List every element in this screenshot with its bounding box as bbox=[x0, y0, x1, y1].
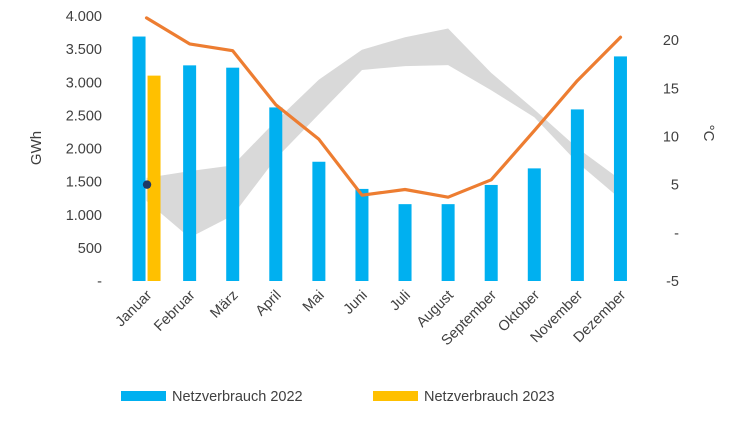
y-left-tick-label: 3.000 bbox=[66, 75, 102, 91]
bar-2022-juni bbox=[355, 188, 369, 281]
bar-2022-dezember bbox=[613, 56, 627, 281]
y-left-tick-label: 2.000 bbox=[66, 142, 102, 158]
y-axis-left: - 500 1.000 1.500 2.000 2.500 3.000 3.500 4.000 bbox=[66, 9, 102, 290]
y-right-tick-label: 15 bbox=[663, 81, 679, 97]
x-tick-label: Juli bbox=[387, 288, 414, 315]
bar-2022-august bbox=[441, 204, 455, 281]
bar-2022-märz bbox=[226, 67, 240, 281]
bar-2022-mai bbox=[312, 161, 326, 281]
x-tick-label: April bbox=[253, 288, 285, 320]
bar-2022-november bbox=[570, 109, 584, 281]
temperature-band bbox=[146, 28, 621, 238]
bar-2022-september bbox=[484, 184, 498, 281]
legend: Netzverbrauch 2022 Netzverbrauch 2023 bbox=[121, 389, 555, 405]
y-left-tick-label: - bbox=[97, 274, 102, 290]
temperature-line bbox=[144, 16, 623, 199]
point-marker bbox=[142, 180, 152, 189]
bar-2022-oktober bbox=[527, 168, 541, 281]
y-right-tick-label: -5 bbox=[666, 274, 679, 290]
y-left-tick-label: 1.500 bbox=[66, 175, 102, 191]
legend-swatch-2022 bbox=[121, 391, 166, 401]
bar-2022-februar bbox=[183, 65, 197, 281]
y-right-tick-label: 10 bbox=[663, 129, 679, 145]
x-tick-label: August bbox=[414, 288, 457, 331]
bar-2022-januar bbox=[132, 36, 146, 281]
x-tick-label: Mai bbox=[300, 288, 328, 316]
bar-2022-juli bbox=[398, 204, 412, 281]
y-left-tick-label: 3.500 bbox=[66, 42, 102, 58]
y-right-tick-label: - bbox=[674, 226, 679, 242]
bar-2022-april bbox=[269, 107, 283, 281]
x-tick-label: Januar bbox=[113, 287, 156, 330]
y-left-tick-label: 2.500 bbox=[66, 108, 102, 124]
y-axis-left-title: GWh bbox=[28, 131, 45, 165]
marker-layer bbox=[142, 180, 152, 189]
y-left-tick-label: 500 bbox=[78, 241, 102, 257]
bar-2023-januar bbox=[147, 75, 161, 281]
y-left-tick-label: 4.000 bbox=[66, 9, 102, 25]
bars-layer bbox=[132, 36, 627, 281]
x-tick-label: Juni bbox=[341, 288, 371, 318]
x-tick-label: Februar bbox=[151, 287, 198, 334]
legend-label-2022: Netzverbrauch 2022 bbox=[172, 389, 303, 405]
y-right-tick-label: 20 bbox=[663, 33, 679, 49]
x-tick-label: März bbox=[207, 288, 241, 322]
y-left-tick-label: 1.000 bbox=[66, 208, 102, 224]
legend-label-2023: Netzverbrauch 2023 bbox=[424, 389, 555, 405]
y-axis-right-title: °C bbox=[700, 125, 717, 142]
legend-swatch-2023 bbox=[373, 391, 418, 401]
temperature-line-layer bbox=[144, 16, 623, 199]
temperature-band-layer bbox=[146, 28, 621, 238]
y-right-tick-label: 5 bbox=[671, 178, 679, 194]
